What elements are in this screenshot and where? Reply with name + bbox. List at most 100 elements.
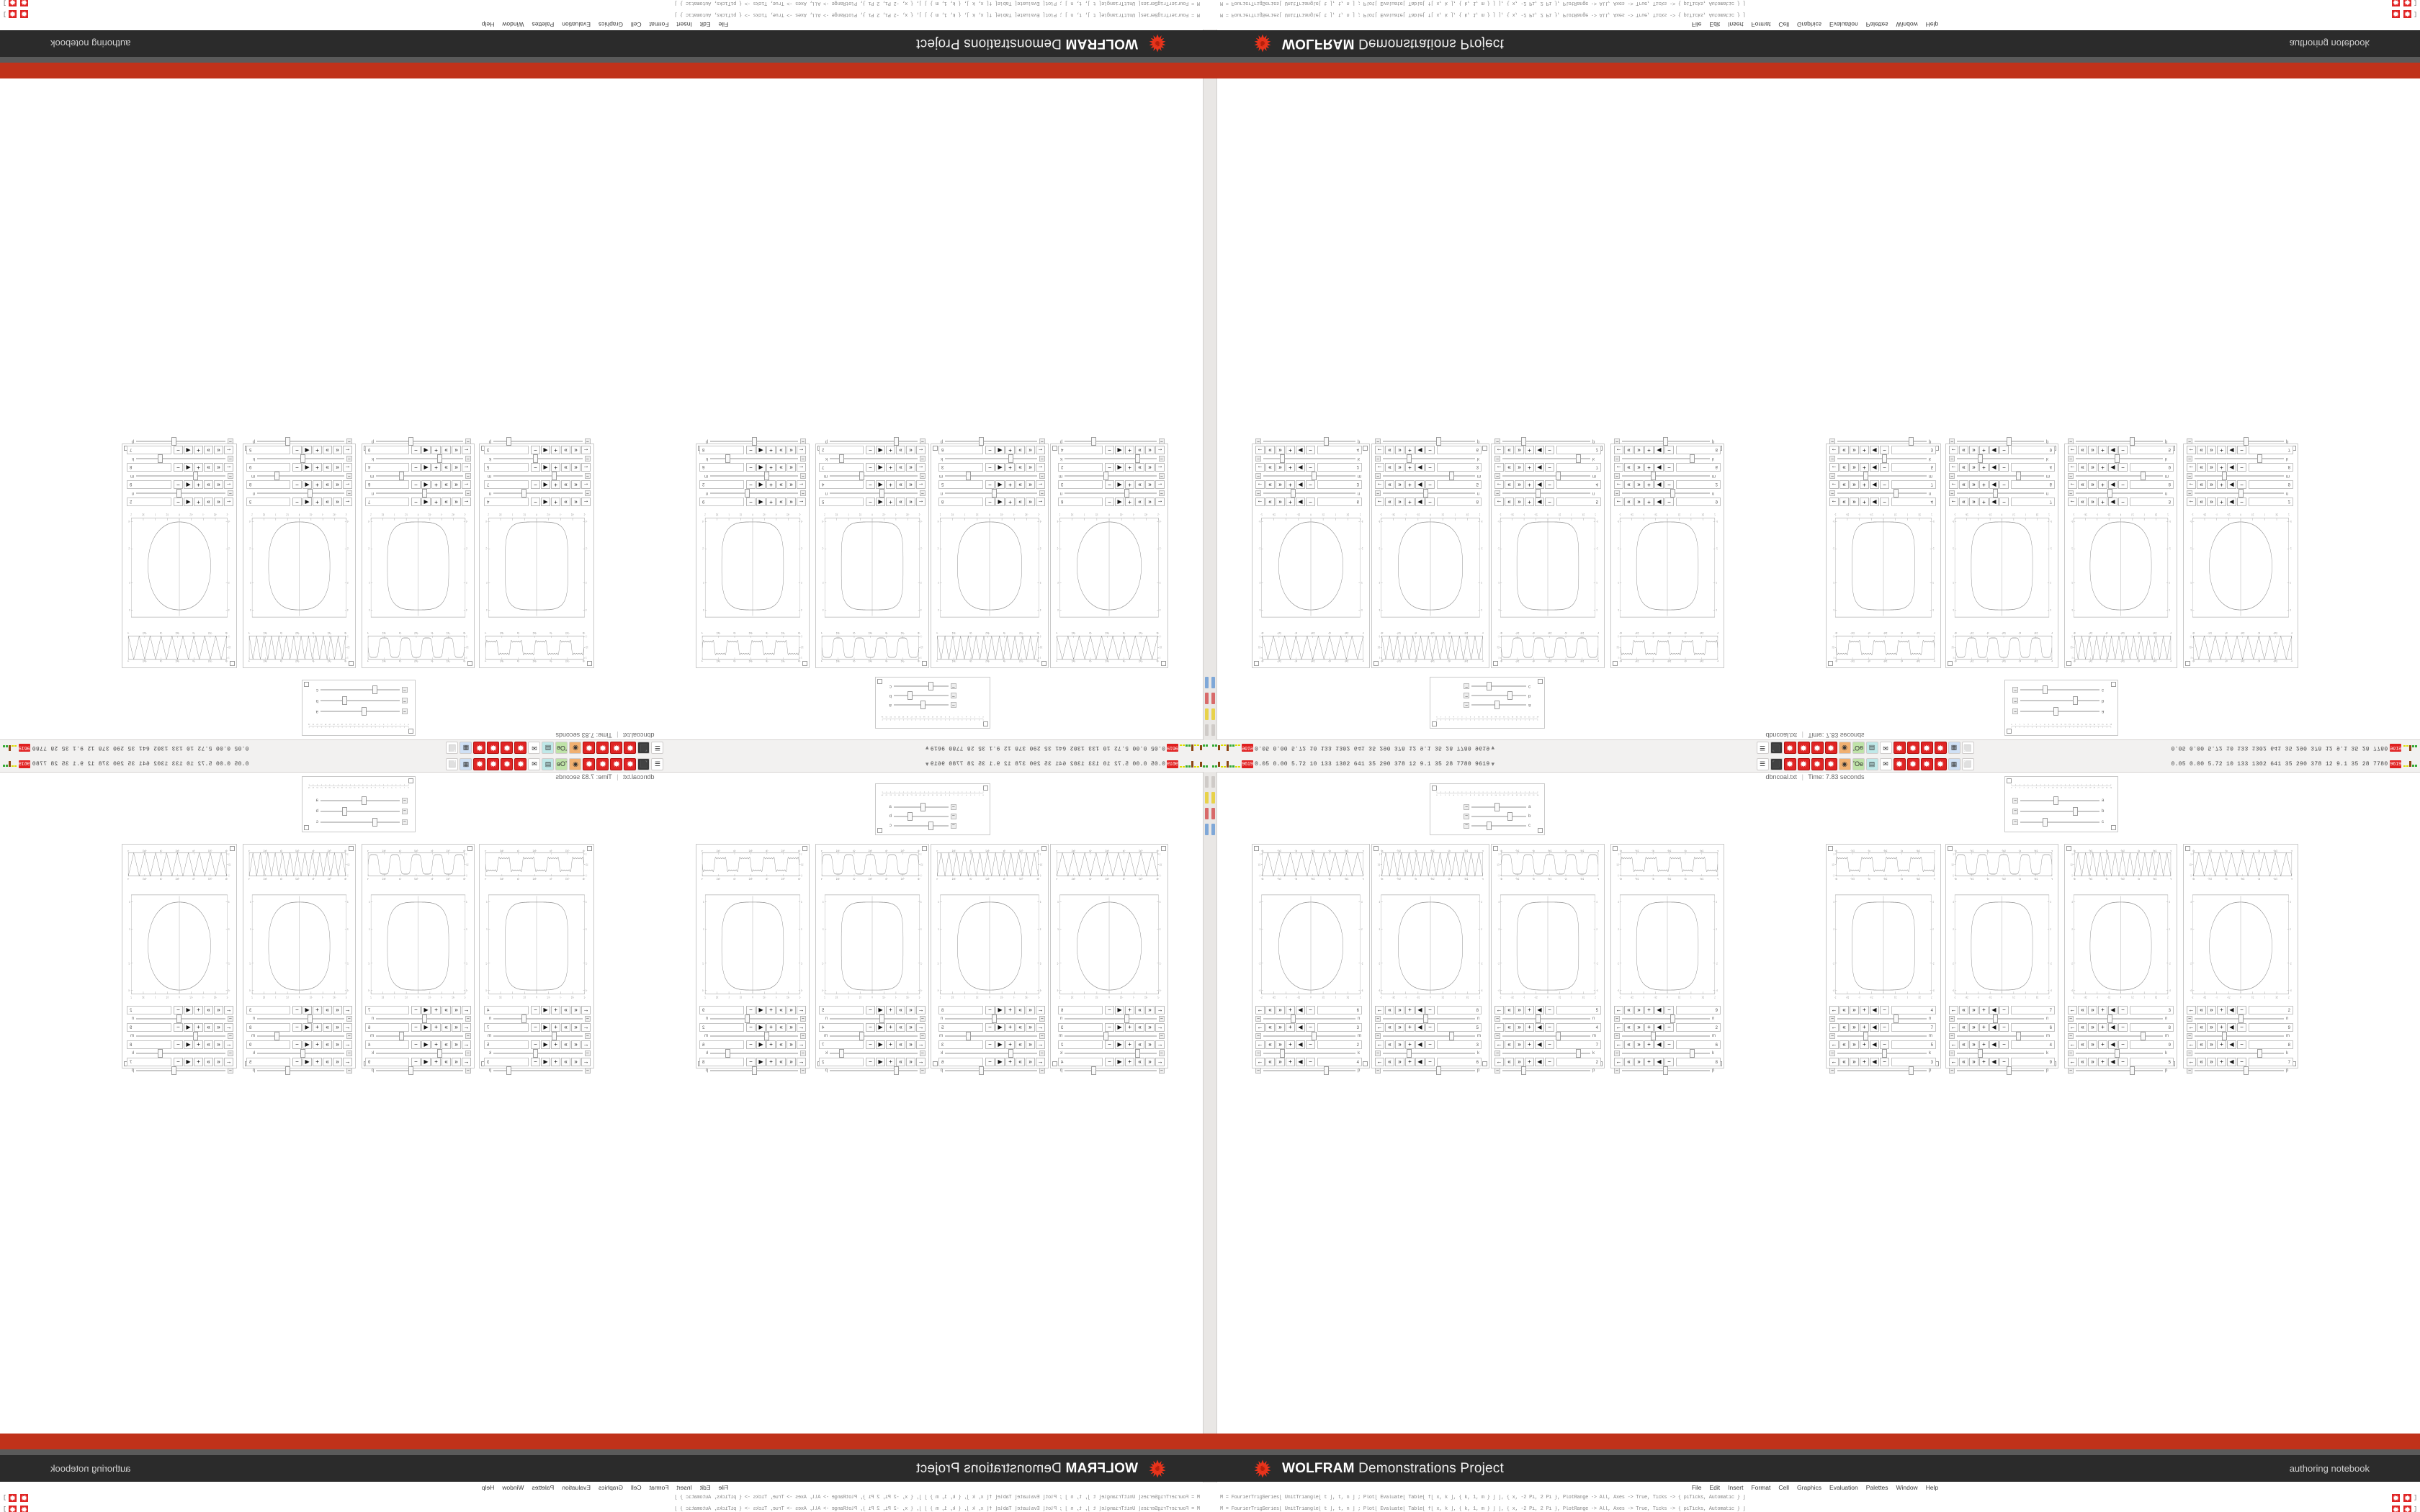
slider-knob[interactable] (2244, 1066, 2249, 1075)
play-button[interactable]: + (1860, 1023, 1869, 1032)
decrement-button[interactable]: − (1255, 438, 1261, 444)
pause-button[interactable]: ◀ (1989, 480, 1999, 489)
step-back-fast-button[interactable]: « (452, 446, 461, 454)
step-button[interactable]: − (531, 1006, 540, 1014)
reset-button[interactable]: ← (343, 498, 352, 506)
slider-knob[interactable] (300, 1049, 305, 1058)
slider-track[interactable] (1065, 472, 1157, 480)
reset-button[interactable]: ← (462, 480, 471, 489)
decrement-button[interactable]: − (2068, 456, 2074, 462)
play-button[interactable]: + (1644, 498, 1654, 506)
decrement-button[interactable]: − (1494, 1033, 1500, 1039)
slider-track[interactable] (2195, 454, 2284, 463)
step-back-fast-button[interactable]: « (1265, 480, 1275, 489)
decrement-button[interactable]: − (2068, 473, 2074, 479)
play-button[interactable]: + (2098, 498, 2107, 506)
control-value-field[interactable]: 4 (1556, 1023, 1601, 1032)
manipulate-controls[interactable]: ← «» + ◀ −5− n ← «» + ◀ −4− m ← «» + ◀ −7− k ← «» + ◀ −2− p (819, 1005, 926, 1075)
notebook-panel[interactable]: -4π -7π/2 -3π -5π/2 -2π -3π/2 -π -4π -7π/2 -3π -5π… (1945, 437, 2058, 668)
slider-track[interactable] (321, 806, 400, 816)
slider-row[interactable]: − n (699, 489, 806, 498)
animation-buttons[interactable]: ← «» + ◀ − (292, 1058, 352, 1066)
step-back-fast-button[interactable]: « (2197, 1040, 2206, 1049)
slider-knob[interactable] (2072, 696, 2078, 706)
step-forward-fast-button[interactable]: » (896, 498, 905, 506)
slider-track[interactable] (2195, 1014, 2284, 1023)
chevron-down-icon[interactable]: ▾ (926, 744, 929, 752)
step-button[interactable]: − (866, 1058, 875, 1066)
step-back-fast-button[interactable]: « (214, 1040, 223, 1049)
slider-knob[interactable] (1134, 1049, 1140, 1058)
play-button[interactable]: + (1405, 1040, 1415, 1049)
slider-knob[interactable] (1311, 472, 1317, 480)
reset-button[interactable]: ← (1036, 1023, 1045, 1032)
animation-buttons[interactable]: ← «» + ◀ − (1375, 498, 1435, 506)
pause-button[interactable]: ◀ (756, 1006, 766, 1014)
animation-buttons[interactable]: ← «» + ◀ − (174, 463, 233, 472)
slider-track[interactable] (2076, 1032, 2163, 1040)
decrement-button[interactable]: − (1255, 473, 1261, 479)
slider-knob[interactable] (284, 437, 290, 446)
manipulate-controls[interactable]: ← «» + ◀ −5− n ← «» + ◀ −4− m ← «» + ◀ −7− k ← «» + ◀ −2− p (1494, 1005, 1601, 1075)
animation-buttons[interactable]: ← «» + ◀ − (746, 480, 806, 489)
slider-row[interactable]: − p (365, 1066, 471, 1075)
slider-row[interactable]: − k (246, 454, 352, 463)
step-back-fast-button[interactable]: « (571, 498, 581, 506)
control-value-field[interactable]: 3 (246, 498, 290, 506)
step-forward-fast-button[interactable]: » (1395, 463, 1404, 472)
step-back-fast-button[interactable]: « (906, 1058, 915, 1066)
slider-knob[interactable] (436, 454, 442, 463)
mini-manipulate-panel[interactable]: 0 1 2 3 4 5 6 7 8 9 10 11 12 13 14 15 16 17 18 19 20 21 22 23 24… (875, 677, 990, 729)
slider-track[interactable] (1957, 489, 2044, 498)
animation-buttons[interactable]: ← «» + ◀ − (1494, 480, 1554, 489)
step-button[interactable]: − (292, 1023, 302, 1032)
pause-button[interactable]: ◀ (1415, 1058, 1425, 1066)
step-back-fast-button[interactable]: « (786, 480, 796, 489)
pause-button[interactable]: ◀ (184, 1040, 193, 1049)
rail-pip[interactable] (1205, 808, 1209, 819)
slider-row[interactable]: − n (1829, 1014, 1937, 1023)
pause-button[interactable]: ◀ (302, 498, 312, 506)
slider-track[interactable] (1957, 1014, 2044, 1023)
step-back-fast-button[interactable]: « (1385, 480, 1394, 489)
notebook-panel[interactable]: -4π -7π/2 -3π -5π/2 -2π -3π/2 -π -4π -7π/2 -3π -5π… (1252, 844, 1370, 1075)
slider-knob[interactable] (1670, 1014, 1676, 1023)
taskbar-icon-wolfram-8[interactable] (1934, 757, 1947, 770)
control-value-field[interactable]: 5 (819, 1006, 864, 1014)
slider-track[interactable] (376, 1032, 463, 1040)
slider-track[interactable] (830, 1066, 918, 1075)
step-back-fast-button[interactable]: « (1959, 1023, 1968, 1032)
menu-item-cell[interactable]: Cell (630, 1483, 642, 1491)
pause-button[interactable]: ◀ (1535, 463, 1544, 472)
animation-buttons[interactable]: ← «» + ◀ − (531, 1006, 591, 1014)
slider-track[interactable] (321, 817, 400, 827)
play-button[interactable]: + (1525, 1023, 1534, 1032)
animation-buttons[interactable]: ← «» + ◀ − (1105, 1040, 1165, 1049)
play-button[interactable]: + (194, 1058, 203, 1066)
pause-button[interactable]: ◀ (1535, 480, 1544, 489)
slider-track[interactable] (2076, 437, 2163, 446)
step-forward-fast-button[interactable]: » (1969, 1040, 1978, 1049)
step-forward-fast-button[interactable]: » (323, 446, 332, 454)
slider-row[interactable]: − a (2012, 706, 2110, 716)
play-button[interactable]: + (1979, 498, 1989, 506)
slider-row[interactable]: − k (2187, 454, 2295, 463)
decrement-button[interactable]: − (585, 473, 591, 479)
step-forward-fast-button[interactable]: » (1634, 1058, 1644, 1066)
cell-bracket[interactable]: ] (2414, 0, 2417, 6)
reset-button[interactable]: ← (916, 1058, 926, 1066)
animation-buttons[interactable]: ← «» + ◀ − (746, 446, 806, 454)
decrement-button[interactable]: − (2068, 1016, 2074, 1022)
slider-knob[interactable] (274, 1032, 280, 1040)
slider-knob[interactable] (408, 437, 414, 446)
notebook-panel[interactable]: -4π -7π/2 -3π -5π/2 -2π -3π/2 -π -4π -7π/2 -3π -5π… (696, 844, 810, 1075)
control-value-field[interactable]: 8 (699, 446, 744, 454)
reset-button[interactable]: ← (1949, 1006, 1958, 1014)
reset-button[interactable]: ← (581, 463, 591, 472)
play-button[interactable]: + (1979, 1023, 1989, 1032)
play-button[interactable]: + (1644, 1058, 1654, 1066)
slider-row[interactable]: − m (934, 472, 1045, 480)
control-value-field[interactable]: 4 (1891, 498, 1936, 506)
decrement-button[interactable]: − (585, 1033, 591, 1039)
desktop-taskbar[interactable]: 9619 0.05 0.00 5.72 10 133 1302 641 35 2… (0, 756, 1210, 773)
